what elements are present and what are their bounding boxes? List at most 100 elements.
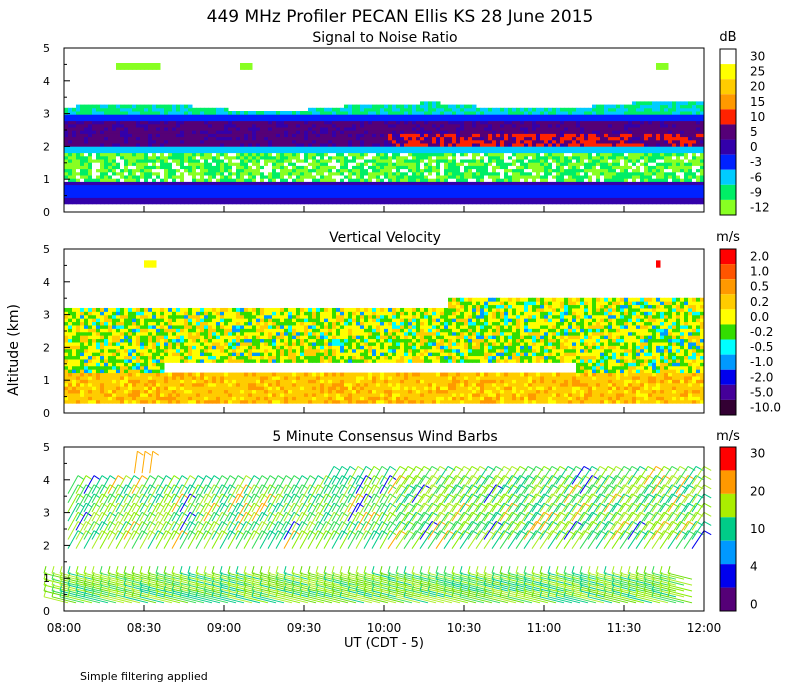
snr-cell: [212, 117, 217, 122]
snr-cell: [404, 143, 409, 147]
snr-cell: [524, 143, 529, 147]
snr-cell: [428, 155, 433, 160]
snr-cell: [468, 127, 473, 131]
snr-cell: [608, 127, 613, 131]
snr-cell: [688, 123, 693, 128]
snr-cell: [568, 175, 573, 179]
colorbar-swatch: [720, 109, 736, 125]
snr-cell: [404, 178, 409, 182]
snr-cell: [700, 168, 705, 173]
snr-cell: [172, 175, 177, 179]
snr-cell: [288, 162, 293, 166]
snr-cell: [444, 139, 449, 144]
snr-cell: [576, 136, 581, 141]
snr-cell: [224, 130, 229, 134]
snr-cell: [684, 127, 689, 131]
snr-cell: [272, 165, 277, 170]
snr-cell: [420, 143, 425, 147]
snr-cell: [472, 194, 477, 198]
snr-cell: [388, 136, 393, 141]
snr-cell: [372, 149, 377, 154]
snr-cell: [472, 162, 477, 166]
snr-cell: [596, 191, 601, 195]
snr-cell: [184, 143, 189, 147]
snr-cell: [544, 171, 549, 176]
snr-cell: [168, 127, 173, 131]
snr-cell: [280, 120, 285, 125]
snr-cell: [588, 114, 593, 118]
snr-cell: [420, 200, 425, 205]
snr-cell: [96, 117, 101, 122]
snr-cell: [80, 194, 85, 198]
snr-cell: [428, 197, 433, 202]
snr-cell: [452, 146, 457, 150]
snr-cell: [188, 143, 193, 147]
snr-cell: [328, 149, 333, 154]
snr-cell: [672, 194, 677, 198]
snr-cell: [580, 117, 585, 122]
snr-cell: [536, 123, 541, 128]
snr-cell: [248, 197, 253, 202]
snr-cell: [80, 162, 85, 166]
snr-cell: [532, 149, 537, 154]
snr-cell: [436, 184, 441, 189]
snr-cell: [212, 178, 217, 182]
snr-cell: [292, 111, 297, 115]
snr-cell: [700, 200, 705, 205]
snr-cell: [212, 123, 217, 128]
snr-cell: [200, 114, 205, 118]
snr-cell: [660, 197, 665, 202]
snr-cell: [508, 133, 513, 138]
snr-cell: [200, 127, 205, 131]
snr-cell: [388, 178, 393, 182]
snr-cell: [328, 114, 333, 118]
snr-cell: [588, 181, 593, 186]
snr-cell: [248, 146, 253, 150]
snr-cell: [80, 123, 85, 128]
snr-cell: [644, 143, 649, 147]
snr-cell: [136, 159, 141, 163]
snr-cell: [188, 120, 193, 125]
snr-cell: [584, 184, 589, 189]
snr-cell: [564, 171, 569, 176]
snr-cell: [416, 171, 421, 176]
snr-cell: [136, 114, 141, 118]
snr-cell: [296, 181, 301, 186]
snr-cell: [660, 114, 665, 118]
snr-cell: [184, 133, 189, 138]
snr-cell: [372, 107, 377, 112]
snr-cell: [312, 146, 317, 150]
snr-cell: [572, 139, 577, 144]
snr-cell: [188, 139, 193, 144]
snr-cell: [592, 155, 597, 160]
snr-cell: [684, 120, 689, 125]
snr-cell: [540, 155, 545, 160]
snr-cell: [500, 162, 505, 166]
snr-cell: [508, 149, 513, 154]
snr-cell: [564, 155, 569, 160]
snr-cell: [368, 194, 373, 198]
snr-cell: [184, 171, 189, 176]
snr-cell: [588, 139, 593, 144]
snr-cell: [372, 194, 377, 198]
snr-cell: [340, 191, 345, 195]
snr-cell: [536, 165, 541, 170]
snr-cell: [96, 162, 101, 166]
snr-cell: [156, 162, 161, 166]
snr-cell: [320, 162, 325, 166]
snr-cell: [324, 149, 329, 154]
y-tick-label: 2: [43, 140, 50, 153]
snr-cell: [100, 155, 105, 160]
snr-cell: [632, 178, 637, 182]
snr-cell: [644, 146, 649, 150]
snr-cell: [144, 107, 149, 112]
snr-cell: [208, 127, 213, 131]
snr-cell: [364, 136, 369, 141]
snr-cell: [340, 181, 345, 186]
snr-cell: [664, 127, 669, 131]
snr-cell: [408, 139, 413, 144]
snr-cell: [412, 171, 417, 176]
snr-cell: [116, 146, 121, 150]
snr-cell: [356, 127, 361, 131]
snr-cell: [660, 187, 665, 192]
